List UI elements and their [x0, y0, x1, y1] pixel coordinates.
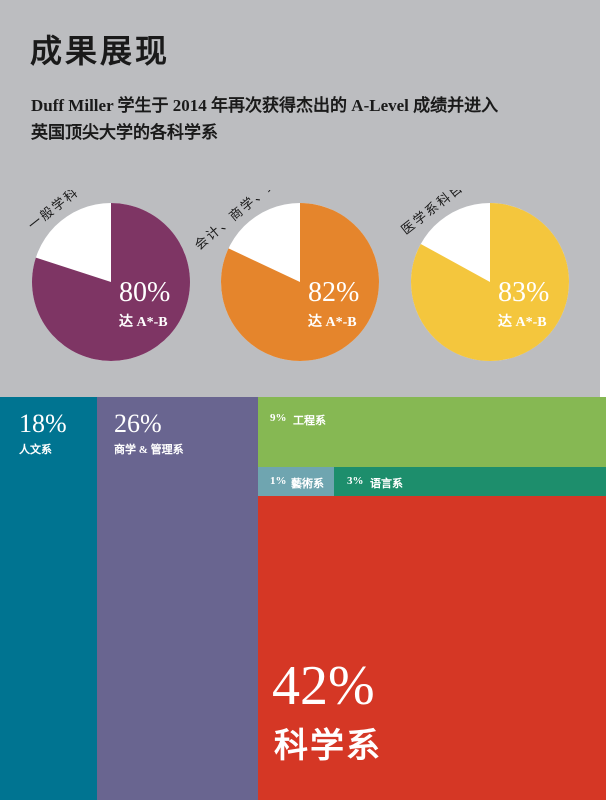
pie-slice-business: [221, 203, 379, 361]
pie-subtext-general: 达 A*-B: [119, 313, 168, 330]
treemap-block-business: 26% 商学 & 管理系: [97, 397, 258, 800]
pie-pct-general: 80%: [119, 277, 170, 308]
pie-subtext-business: 达 A*-B: [308, 313, 357, 330]
treemap-label-business: 商学 & 管理系: [114, 444, 184, 456]
subtitle-line-1: Duff Miller 学生于 2014 年再次获得杰出的 A-Level 成绩…: [31, 96, 499, 115]
pie-pct-medicine: 83%: [498, 277, 549, 308]
treemap-pct-business: 26%: [114, 409, 162, 438]
treemap-pct-humanities: 18%: [19, 409, 67, 438]
treemap-label-languages: 语言系: [370, 478, 403, 490]
pie-business: 82%达 A*-B会计、商学、经济: [192, 190, 379, 361]
treemap-pct-engineering: 9%: [270, 412, 287, 424]
subtitle-line-2: 英国顶尖大学的各科学系: [31, 123, 218, 142]
treemap-pct-arts: 1%: [270, 475, 287, 487]
treemap-block-science: 42% 科学系: [258, 496, 606, 800]
pie-pct-business: 82%: [308, 277, 359, 308]
pie-slice-general: [32, 203, 190, 361]
treemap-pct-science: 42%: [272, 655, 375, 717]
treemap-label-humanities: 人文系: [19, 444, 52, 456]
treemap-block-arts: 1% 藝術系: [258, 467, 334, 496]
treemap-label-engineering: 工程系: [293, 415, 326, 427]
treemap-label-arts: 藝術系: [291, 478, 324, 490]
pie-subtext-medicine: 达 A*-B: [498, 313, 547, 330]
treemap-block-engineering: 9% 工程系: [258, 397, 606, 467]
treemap-block-humanities: 18% 人文系: [0, 397, 97, 800]
treemap-pct-languages: 3%: [347, 475, 364, 487]
page-title: 成果展现: [30, 32, 171, 70]
top-panel: 成果展现 Duff Miller 学生于 2014 年再次获得杰出的 A-Lev…: [0, 0, 600, 397]
treemap-block-languages: 3% 语言系: [334, 467, 606, 496]
treemap-label-science: 科学系: [274, 728, 382, 765]
pie-slice-medicine: [411, 203, 569, 362]
